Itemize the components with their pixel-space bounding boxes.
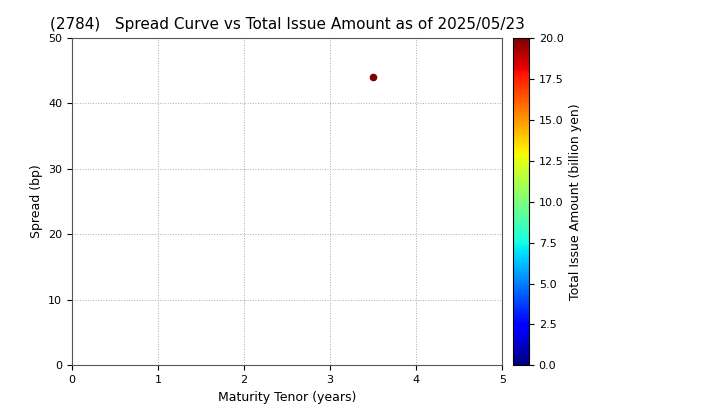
Title: (2784)   Spread Curve vs Total Issue Amount as of 2025/05/23: (2784) Spread Curve vs Total Issue Amoun… bbox=[50, 18, 525, 32]
X-axis label: Maturity Tenor (years): Maturity Tenor (years) bbox=[218, 391, 356, 404]
Point bbox=[367, 74, 379, 81]
Y-axis label: Total Issue Amount (billion yen): Total Issue Amount (billion yen) bbox=[569, 103, 582, 300]
Y-axis label: Spread (bp): Spread (bp) bbox=[30, 165, 42, 239]
